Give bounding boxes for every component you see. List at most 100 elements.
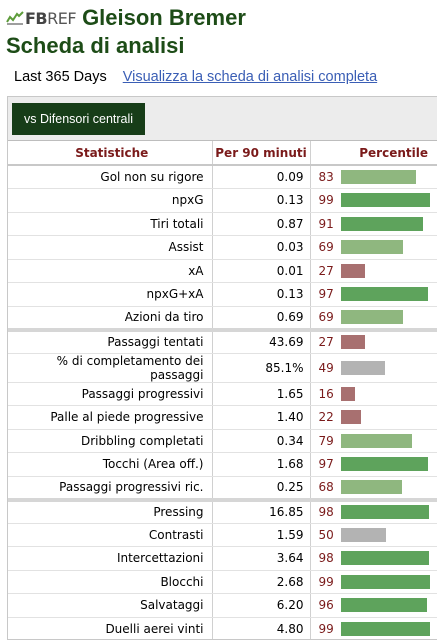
percentile-bar bbox=[340, 240, 403, 255]
per90-value: 1.40 bbox=[211, 405, 310, 430]
stat-name: Passaggi progressivi ric. bbox=[8, 476, 212, 502]
per90-value: 1.65 bbox=[211, 382, 310, 406]
percentile-value: 98 bbox=[318, 551, 334, 566]
percentile-wrap: 99 bbox=[318, 193, 437, 208]
per90-value: 0.69 bbox=[211, 306, 310, 332]
percentile-cell: 99 bbox=[309, 570, 437, 594]
per90-value: 85.1% bbox=[211, 353, 310, 383]
table-row: Tocchi (Area off.) 1.68 97 bbox=[8, 452, 437, 477]
per90-value: 1.68 bbox=[211, 452, 310, 477]
per90-value: 0.13 bbox=[211, 282, 310, 307]
stat-name: xA bbox=[8, 259, 212, 283]
percentile-cell: 91 bbox=[309, 212, 437, 236]
percentile-value: 50 bbox=[318, 527, 334, 542]
percentile-value: 98 bbox=[318, 505, 334, 519]
percentile-wrap: 68 bbox=[319, 480, 437, 494]
table-row: Intercettazioni 3.64 98 bbox=[8, 546, 437, 571]
percentile-wrap: 96 bbox=[319, 598, 437, 613]
stat-name: Gol non su rigore bbox=[8, 165, 212, 189]
percentile-cell: 79 bbox=[309, 429, 437, 453]
fbref-logo[interactable]: FB REF bbox=[6, 8, 77, 28]
stat-name: Blocchi bbox=[8, 570, 212, 594]
percentile-cell: 27 bbox=[309, 329, 437, 354]
percentile-wrap: 49 bbox=[318, 360, 437, 375]
player-name: Gleison Bremer bbox=[82, 5, 246, 30]
table-row: npxG 0.13 99 bbox=[8, 188, 437, 213]
percentile-bar bbox=[340, 551, 429, 566]
percentile-cell: 99 bbox=[309, 188, 437, 213]
table-row: Pressing 16.85 98 bbox=[8, 499, 437, 524]
percentile-value: 49 bbox=[318, 360, 334, 375]
column-header-per90[interactable]: Per 90 minuti bbox=[211, 141, 310, 166]
percentile-value: 27 bbox=[318, 263, 334, 278]
fbref-logo-icon bbox=[6, 11, 24, 25]
percentile-bar bbox=[340, 263, 365, 278]
stat-name: Dribbling completati bbox=[8, 429, 212, 453]
percentile-wrap: 27 bbox=[319, 335, 437, 349]
percentile-bar bbox=[340, 598, 427, 613]
table-row: Assist 0.03 69 bbox=[8, 235, 437, 260]
table-row: Azioni da tiro 0.69 69 bbox=[8, 306, 437, 332]
stat-name: Tiri totali bbox=[8, 212, 212, 236]
percentile-wrap: 27 bbox=[318, 263, 437, 278]
table-row: Dribbling completati 0.34 79 bbox=[8, 429, 437, 453]
percentile-value: 68 bbox=[318, 480, 334, 494]
per90-value: 2.68 bbox=[211, 570, 310, 594]
table-row: Passaggi tentati 43.69 27 bbox=[8, 329, 437, 354]
percentile-cell: 69 bbox=[309, 306, 437, 332]
stat-name: Intercettazioni bbox=[8, 546, 212, 571]
stat-name: npxG bbox=[8, 188, 212, 213]
percentile-wrap: 69 bbox=[319, 310, 437, 324]
percentile-value: 83 bbox=[318, 170, 334, 184]
table-row: Gol non su rigore 0.09 83 bbox=[8, 165, 437, 189]
percentile-wrap: 69 bbox=[318, 240, 437, 255]
percentile-value: 91 bbox=[318, 216, 334, 231]
percentile-bar bbox=[340, 505, 429, 519]
percentile-bar bbox=[340, 457, 428, 472]
full-scouting-report-link[interactable]: Visualizza la scheda di analisi completa bbox=[122, 69, 378, 85]
percentile-wrap: 97 bbox=[319, 457, 437, 472]
per90-value: 0.03 bbox=[211, 235, 310, 260]
percentile-cell: 50 bbox=[309, 523, 437, 547]
per90-value: 0.01 bbox=[211, 259, 310, 283]
table-row: % di completamento dei passaggi 85.1% 49 bbox=[8, 353, 437, 383]
percentile-cell: 83 bbox=[309, 165, 437, 189]
percentile-value: 99 bbox=[318, 193, 334, 208]
percentile-cell: 98 bbox=[309, 546, 437, 571]
percentile-value: 27 bbox=[318, 335, 334, 349]
column-header-stat[interactable]: Statistiche bbox=[8, 141, 212, 166]
per90-value: 4.80 bbox=[211, 617, 310, 639]
page-subtitle: Scheda di analisi bbox=[6, 33, 185, 58]
percentile-wrap: 99 bbox=[319, 574, 437, 589]
panel-toolbar: vs Difensori centrali bbox=[8, 97, 437, 141]
per90-value: 0.13 bbox=[211, 188, 310, 213]
per90-value: 43.69 bbox=[211, 329, 310, 354]
percentile-bar bbox=[340, 433, 412, 448]
percentile-cell: 49 bbox=[309, 353, 437, 383]
table-row: Palle al piede progressive 1.40 22 bbox=[8, 405, 437, 430]
table-body: Gol non su rigore 0.09 83 npxG 0.13 99 Tiri to… bbox=[8, 165, 437, 639]
page-header: FB REF Gleison Bremer Scheda di analisi bbox=[6, 4, 436, 59]
percentile-value: 69 bbox=[318, 240, 334, 255]
period-row: Last 365 Days Visualizza la scheda di an… bbox=[14, 69, 377, 85]
stat-name: npxG+xA bbox=[8, 282, 212, 307]
per90-value: 0.87 bbox=[211, 212, 310, 236]
stat-name: Salvataggi bbox=[8, 593, 212, 618]
percentile-bar bbox=[340, 287, 428, 302]
percentile-cell: 69 bbox=[309, 235, 437, 260]
stat-name: Azioni da tiro bbox=[8, 306, 212, 332]
percentile-wrap: 83 bbox=[319, 170, 437, 184]
percentile-value: 97 bbox=[318, 287, 334, 302]
stat-name: Pressing bbox=[8, 499, 212, 524]
percentile-value: 79 bbox=[318, 433, 334, 448]
percentile-value: 69 bbox=[318, 310, 334, 324]
logo-ref-text: REF bbox=[47, 8, 77, 28]
position-filter-button[interactable]: vs Difensori centrali bbox=[12, 103, 146, 135]
column-header-percentile[interactable]: Percentile bbox=[309, 141, 437, 166]
percentile-cell: 27 bbox=[309, 259, 437, 283]
percentile-cell: 16 bbox=[309, 382, 437, 406]
percentile-bar bbox=[340, 193, 430, 208]
scouting-panel: vs Difensori centrali Statistiche Per 90… bbox=[7, 96, 437, 640]
percentile-bar bbox=[340, 170, 416, 184]
percentile-bar bbox=[340, 335, 365, 349]
